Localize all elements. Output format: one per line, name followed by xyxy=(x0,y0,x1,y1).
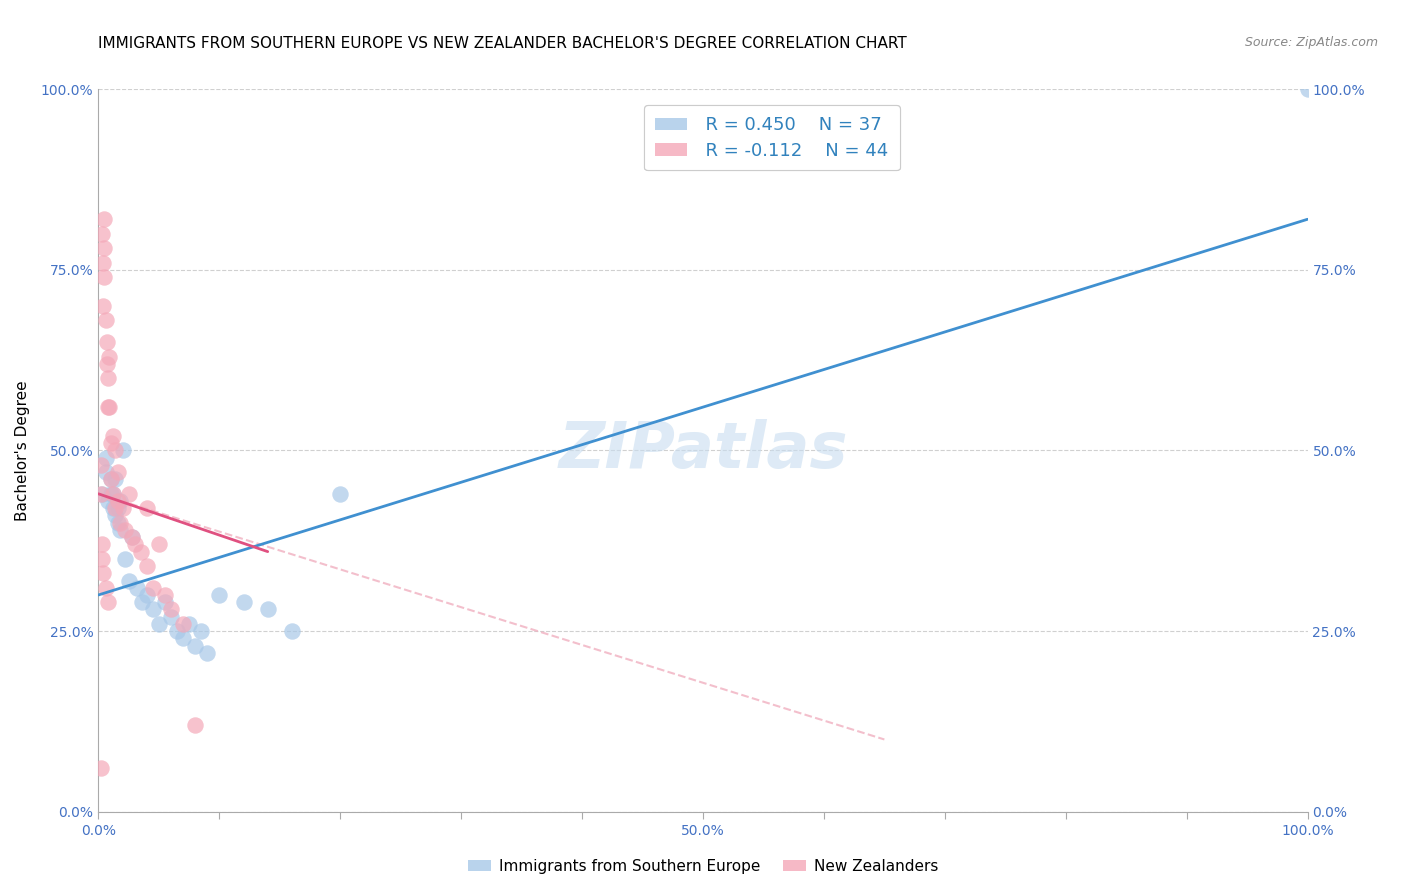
Point xyxy=(114,551,136,566)
Point xyxy=(104,508,127,523)
Point xyxy=(108,523,131,537)
Point xyxy=(114,523,136,537)
Point xyxy=(195,646,218,660)
Point xyxy=(184,718,207,732)
Point xyxy=(166,624,188,639)
Point xyxy=(107,501,129,516)
Point xyxy=(101,501,124,516)
Point xyxy=(127,581,149,595)
Point xyxy=(190,624,212,639)
Point xyxy=(121,530,143,544)
Point xyxy=(98,400,121,414)
Point xyxy=(135,559,157,574)
Point xyxy=(107,516,129,530)
Point xyxy=(160,609,183,624)
Point xyxy=(94,581,117,595)
Point xyxy=(153,595,176,609)
Point xyxy=(135,501,157,516)
Point xyxy=(131,595,153,609)
Point xyxy=(91,227,114,241)
Point xyxy=(91,299,114,313)
Legend:   R = 0.450    N = 37,   R = -0.112    N = 44: R = 0.450 N = 37, R = -0.112 N = 44 xyxy=(644,105,900,170)
Point xyxy=(101,487,124,501)
Point xyxy=(93,270,115,285)
Point xyxy=(100,487,122,501)
Point xyxy=(91,537,114,551)
Point xyxy=(329,487,352,501)
Point xyxy=(135,588,157,602)
Point xyxy=(153,588,176,602)
Point xyxy=(142,581,165,595)
Y-axis label: Bachelor's Degree: Bachelor's Degree xyxy=(15,380,30,521)
Point xyxy=(104,501,127,516)
Text: Source: ZipAtlas.com: Source: ZipAtlas.com xyxy=(1244,36,1378,49)
Point xyxy=(93,241,115,255)
Point xyxy=(148,616,170,631)
Point xyxy=(1296,82,1319,96)
Point xyxy=(108,494,131,508)
Point xyxy=(101,429,124,443)
Point xyxy=(90,487,112,501)
Point xyxy=(97,400,120,414)
Point xyxy=(129,544,152,558)
Point xyxy=(96,357,118,371)
Point xyxy=(96,334,118,349)
Point xyxy=(148,537,170,551)
Point xyxy=(172,632,194,646)
Point xyxy=(111,443,134,458)
Legend: Immigrants from Southern Europe, New Zealanders: Immigrants from Southern Europe, New Zea… xyxy=(463,853,943,880)
Point xyxy=(160,602,183,616)
Point xyxy=(179,616,201,631)
Point xyxy=(172,616,194,631)
Point xyxy=(107,494,129,508)
Point xyxy=(107,465,129,479)
Point xyxy=(111,501,134,516)
Point xyxy=(97,494,120,508)
Point xyxy=(93,212,115,227)
Text: ZIPatlas: ZIPatlas xyxy=(558,419,848,482)
Text: IMMIGRANTS FROM SOUTHERN EUROPE VS NEW ZEALANDER BACHELOR'S DEGREE CORRELATION C: IMMIGRANTS FROM SOUTHERN EUROPE VS NEW Z… xyxy=(98,36,907,51)
Point xyxy=(98,350,121,364)
Point xyxy=(118,487,141,501)
Point xyxy=(124,537,146,551)
Point xyxy=(118,574,141,588)
Point xyxy=(94,465,117,479)
Point xyxy=(142,602,165,616)
Point xyxy=(91,566,114,581)
Point xyxy=(121,530,143,544)
Point xyxy=(91,255,114,269)
Point xyxy=(208,588,231,602)
Point xyxy=(100,436,122,450)
Point xyxy=(281,624,304,639)
Point xyxy=(184,639,207,653)
Point xyxy=(94,313,117,327)
Point xyxy=(100,472,122,486)
Point xyxy=(97,371,120,385)
Point xyxy=(97,595,120,609)
Point xyxy=(101,487,124,501)
Point xyxy=(104,443,127,458)
Point xyxy=(100,472,122,486)
Point xyxy=(90,761,112,775)
Point xyxy=(90,458,112,472)
Point xyxy=(94,450,117,465)
Point xyxy=(232,595,254,609)
Point xyxy=(256,602,278,616)
Point xyxy=(108,516,131,530)
Point xyxy=(91,551,114,566)
Point xyxy=(104,472,127,486)
Point xyxy=(91,487,114,501)
